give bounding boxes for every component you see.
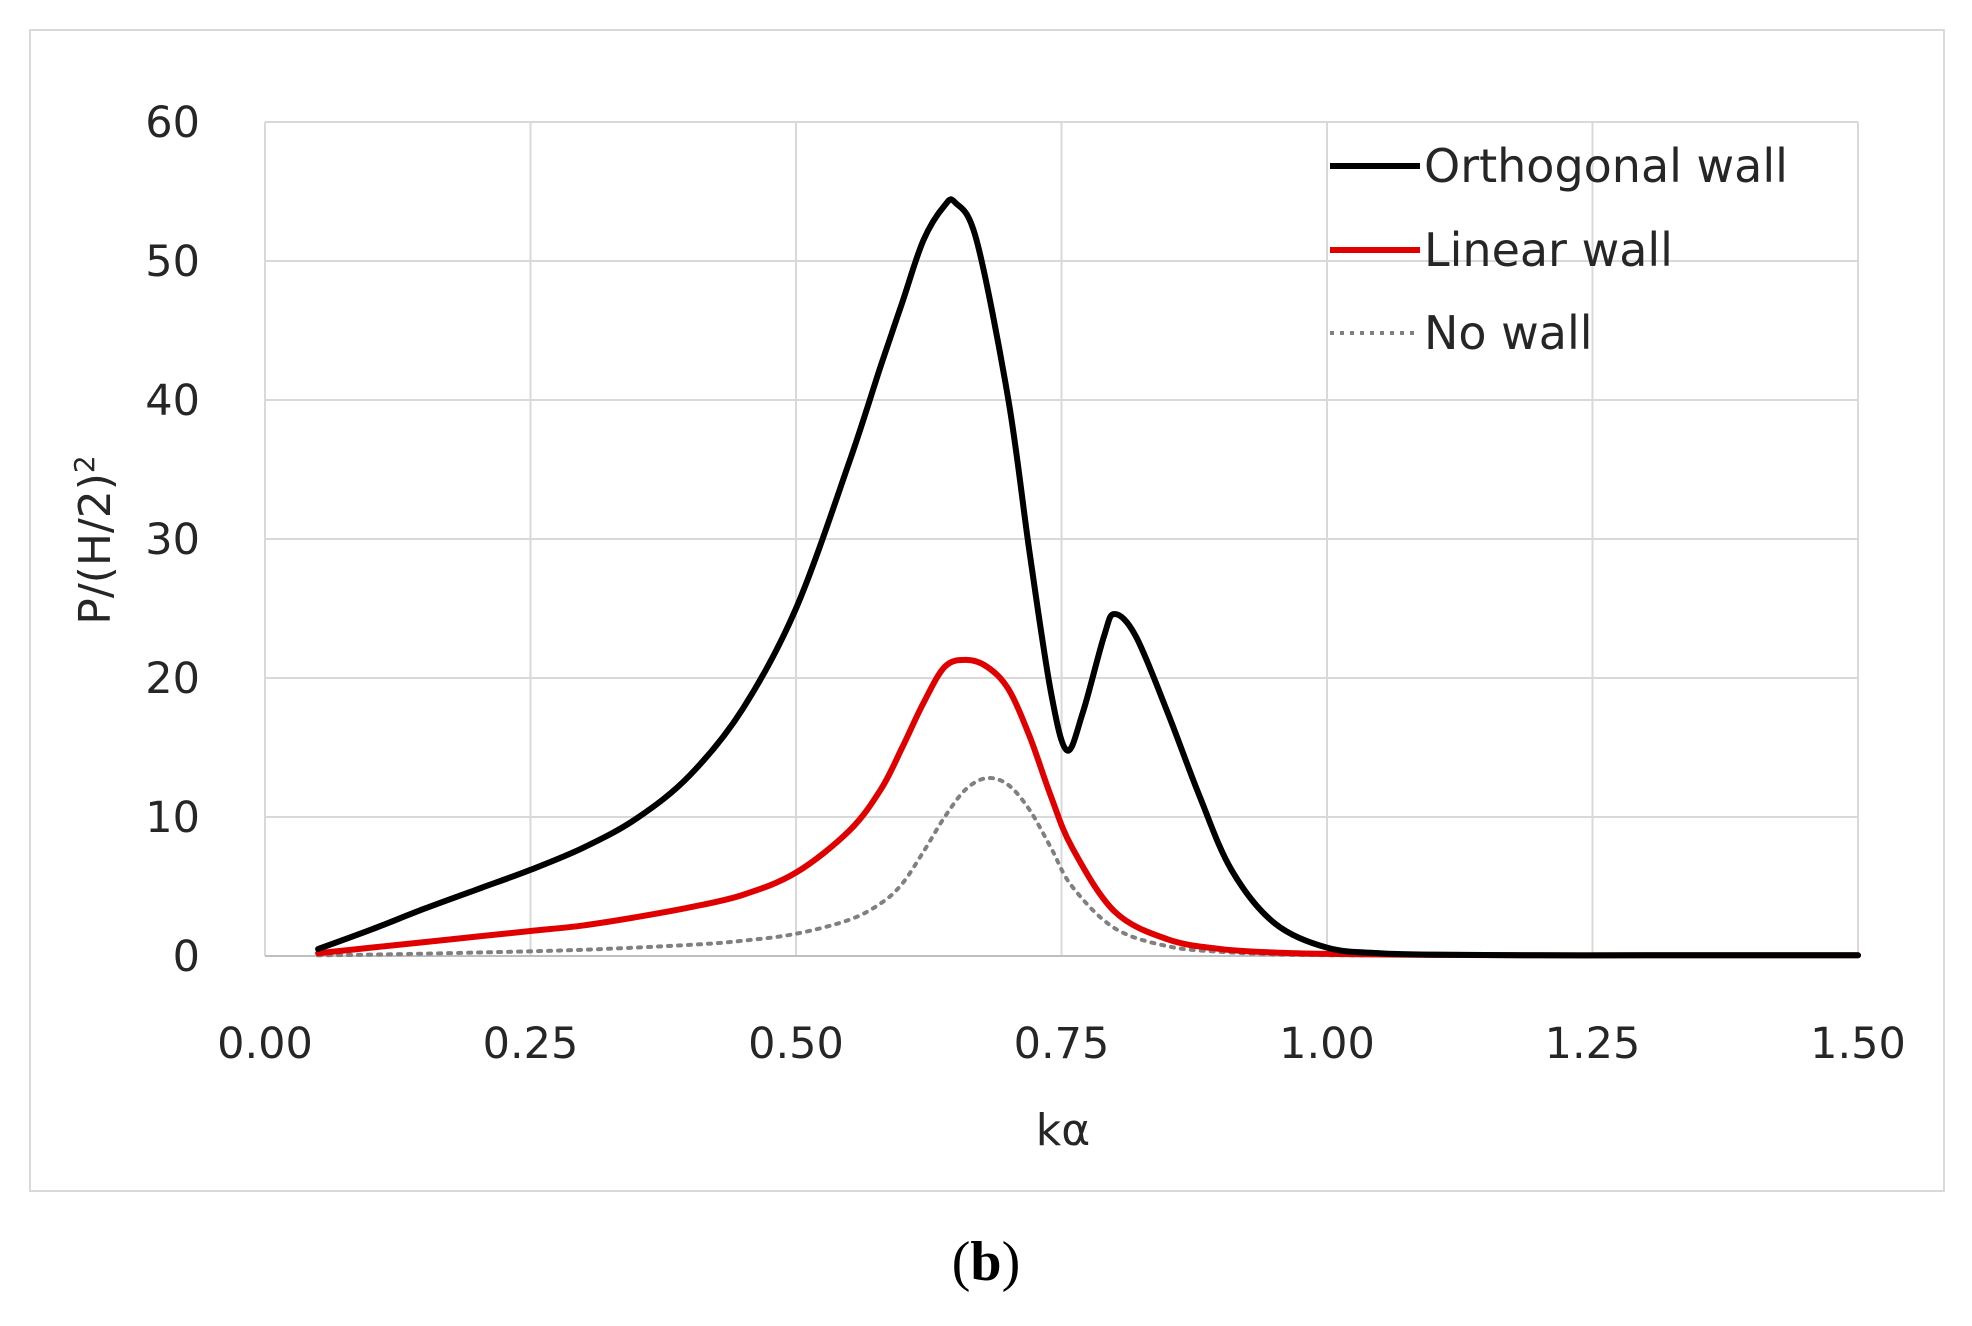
y-tick-label: 40 — [145, 376, 200, 426]
y-tick-label: 0 — [173, 932, 200, 982]
plot-series — [315, 196, 1861, 959]
y-tick-label: 60 — [145, 98, 200, 148]
gridlines — [264, 121, 1859, 956]
x-tick-label: 0.50 — [748, 1019, 844, 1069]
subfigure-label-close: ) — [1001, 1231, 1021, 1293]
subfigure-label-open: ( — [951, 1231, 971, 1293]
x-tick-label: 0.75 — [1014, 1019, 1110, 1069]
series-line-no-wall — [316, 775, 1860, 958]
legend-label-orthogonal-wall: Orthogonal wall — [1424, 139, 1788, 193]
x-tick-label: 0.00 — [217, 1019, 313, 1069]
y-tick-label: 50 — [145, 237, 200, 287]
y-axis-title-base: P/(H/2) — [70, 473, 121, 625]
x-tick-label: 0.25 — [483, 1019, 579, 1069]
tick-labels: 0 10 20 30 40 50 60 0.00 0.25 0.50 0.75 1.00 1.25 1.5… — [145, 98, 1906, 1069]
legend: Orthogonal wall Linear wall No wall — [1330, 139, 1788, 360]
chart-frame — [29, 29, 1945, 1192]
legend-label-linear-wall: Linear wall — [1424, 223, 1673, 277]
series-line-orthogonal-wall — [315, 196, 1861, 959]
y-axis-title: P/(H/2)2 — [68, 455, 122, 624]
x-tick-label: 1.00 — [1279, 1019, 1375, 1069]
y-tick-label: 30 — [145, 515, 200, 565]
y-tick-label: 10 — [145, 793, 200, 843]
x-tick-label: 1.25 — [1545, 1019, 1641, 1069]
subfigure-label-letter: b — [970, 1231, 1002, 1293]
legend-label-no-wall: No wall — [1424, 306, 1593, 360]
x-tick-label: 1.50 — [1810, 1019, 1906, 1069]
y-axis-title-superscript: 2 — [68, 455, 101, 473]
y-tick-label: 20 — [145, 654, 200, 704]
subfigure-label: (b) — [0, 1230, 1972, 1294]
x-axis-title: kα — [1036, 1105, 1090, 1156]
